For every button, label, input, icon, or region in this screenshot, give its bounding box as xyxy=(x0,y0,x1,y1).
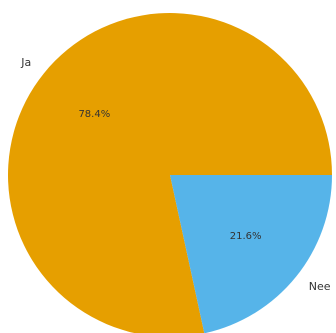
percent-label-nee: 21.6% xyxy=(230,231,262,242)
category-label-ja: Ja xyxy=(20,56,31,69)
pie-labels: Ja 78.4% Nee 21.6% xyxy=(20,56,330,293)
percent-label-ja: 78.4% xyxy=(78,109,110,120)
category-label-nee: Nee xyxy=(309,280,331,293)
pie-slice-nee xyxy=(170,175,332,333)
pie-slice-ja xyxy=(8,13,332,333)
pie-slices xyxy=(8,13,332,333)
